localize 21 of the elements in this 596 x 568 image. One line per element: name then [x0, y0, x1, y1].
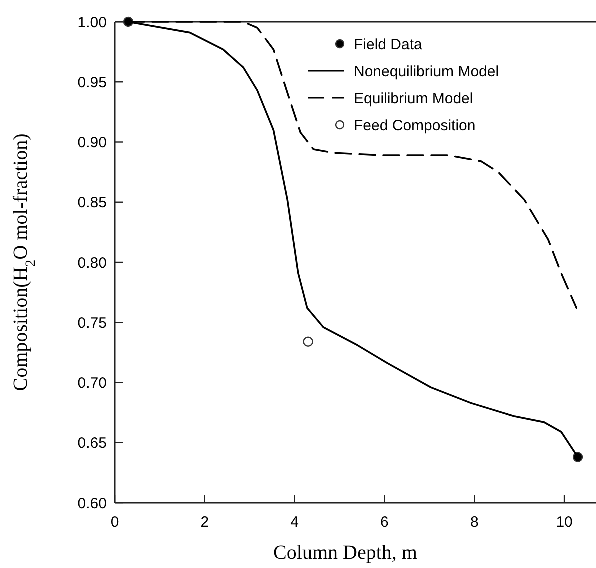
x-tick-label: 0 — [110, 514, 120, 531]
x-tick-label: 4 — [290, 514, 299, 531]
y-tick-label: 0.60 — [78, 495, 107, 512]
y-tick-label: 0.75 — [78, 314, 107, 332]
y-tick-label: 0.95 — [78, 74, 107, 92]
x-tick-label: 2 — [200, 514, 210, 531]
y-tick-label: 1.00 — [78, 14, 107, 32]
legend-label: Field Data — [354, 36, 424, 54]
x-axis-title: Column Depth, m — [274, 542, 418, 564]
x-tick-label: 6 — [380, 514, 389, 531]
y-tick-label: 0.65 — [78, 435, 107, 452]
legend-label: Equilibrium Model — [354, 90, 474, 108]
legend-label: Nonequilibrium Model — [354, 63, 500, 80]
y-tick-label: 0.70 — [78, 375, 107, 392]
y-tick-label: 0.90 — [78, 134, 107, 152]
y-tick-label: 0.85 — [78, 194, 107, 212]
x-tick-label: 8 — [470, 514, 479, 531]
y-tick-label: 0.80 — [78, 254, 107, 272]
legend-label: Feed Composition — [354, 117, 476, 134]
x-tick-label: 10 — [556, 514, 573, 531]
point — [303, 336, 314, 347]
